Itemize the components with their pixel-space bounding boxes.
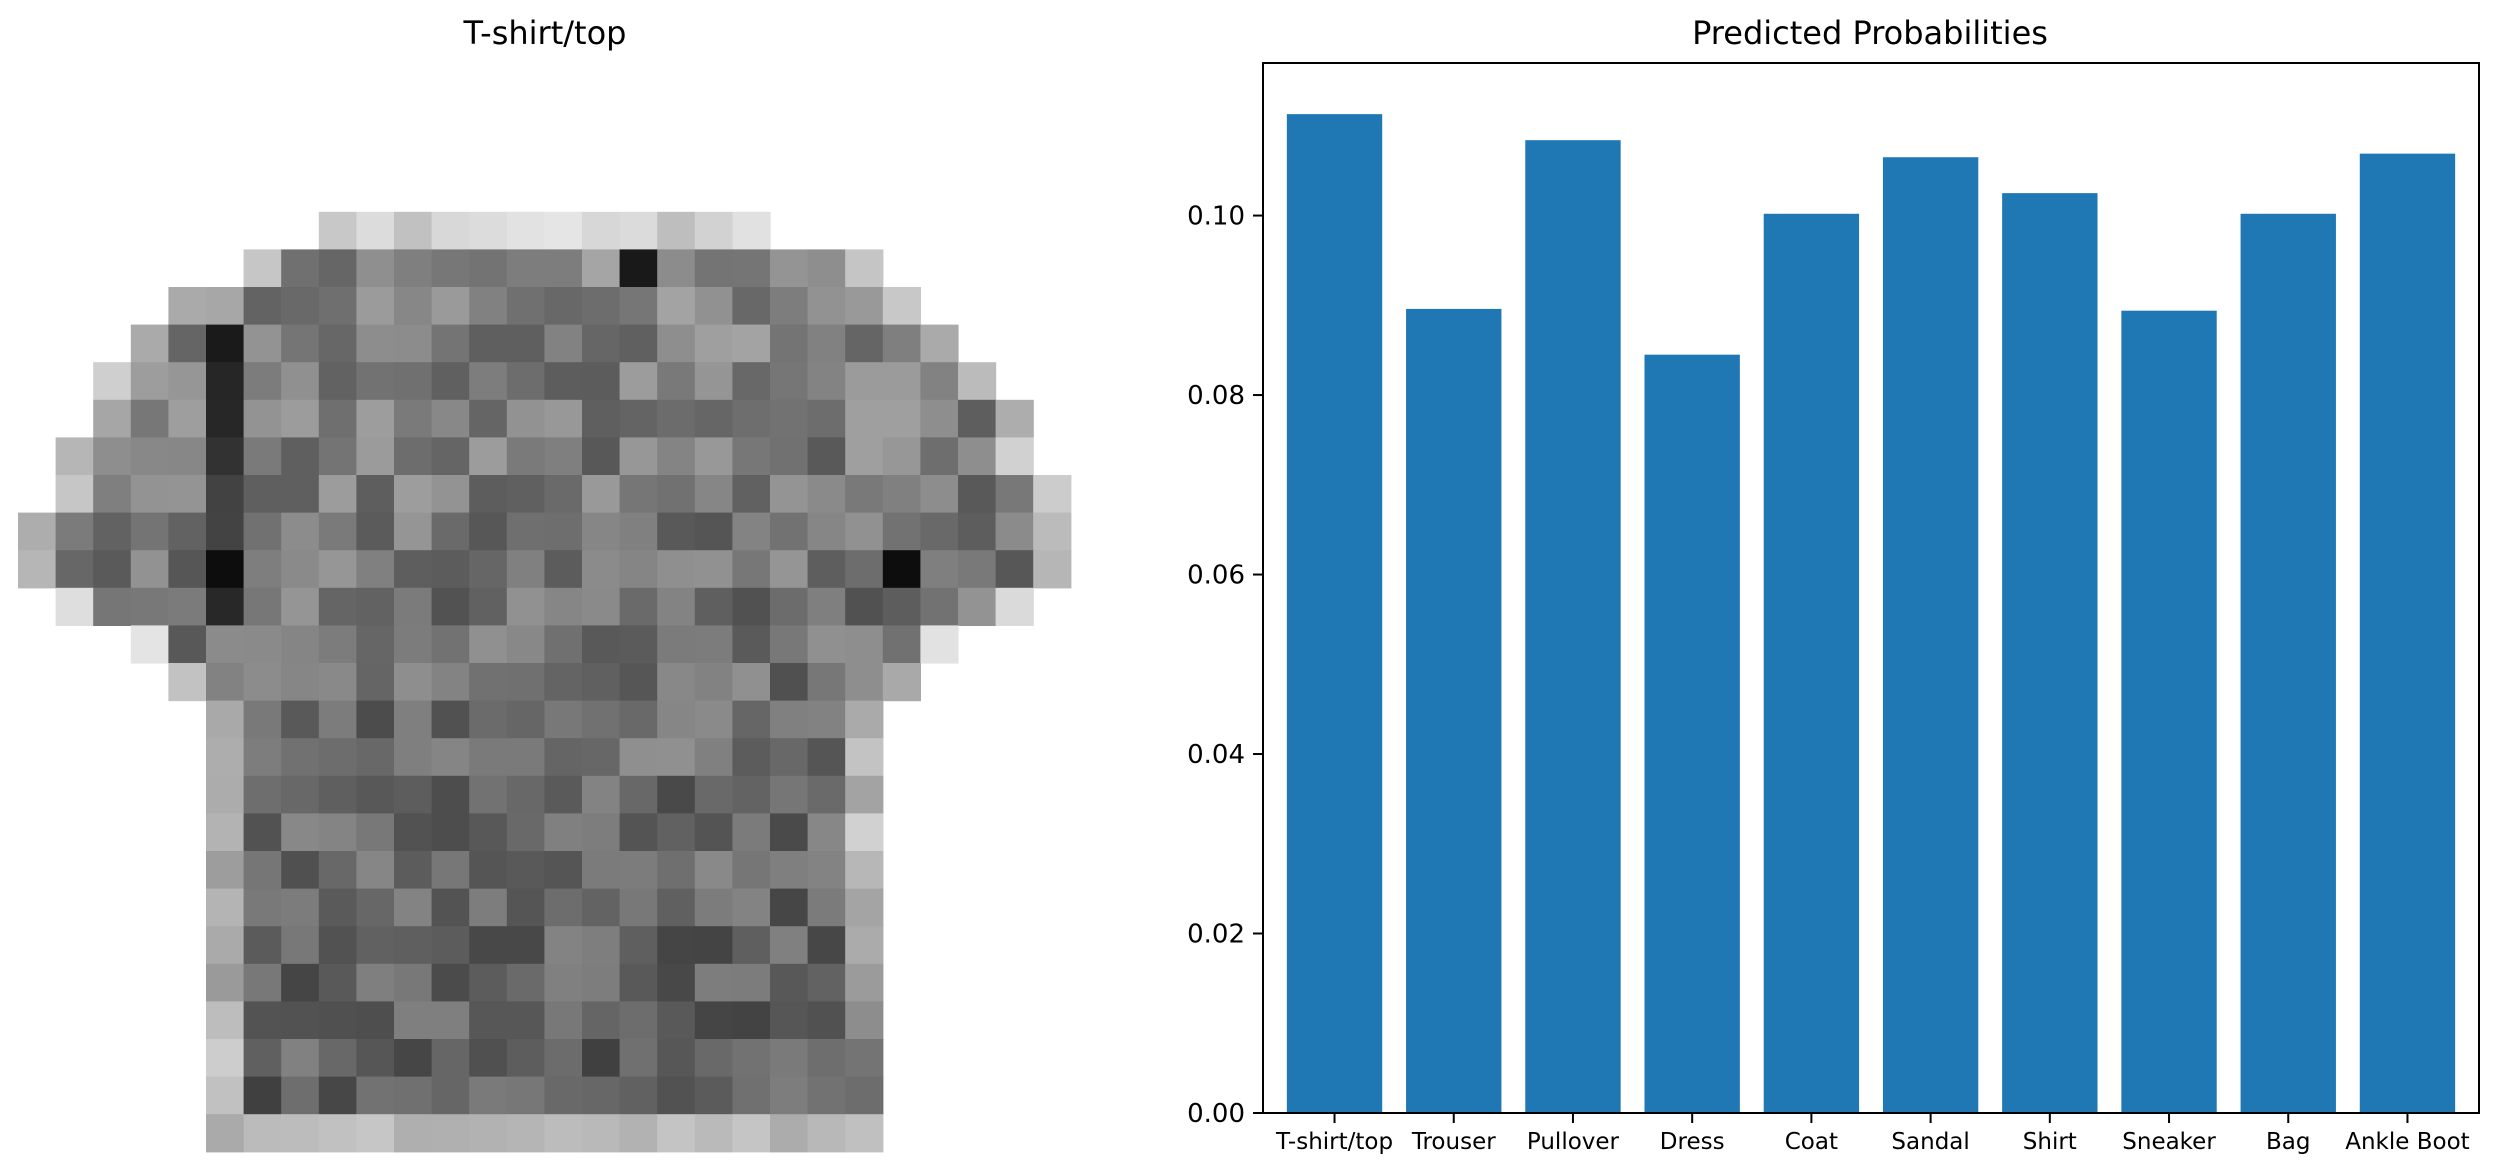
x-tick-label: Dress — [1660, 1129, 1725, 1155]
y-tick-label: 0.02 — [1187, 920, 1245, 950]
x-tick-label: Sandal — [1891, 1129, 1969, 1155]
bar-7 — [2121, 310, 2217, 1113]
bar-5 — [1882, 157, 1979, 1114]
bar-3 — [1644, 354, 1740, 1113]
x-tick-label: Sneaker — [2122, 1129, 2216, 1155]
y-tick-label: 0.06 — [1187, 561, 1245, 591]
chart-title: Predicted Probabilities — [1692, 14, 2048, 52]
bar-0 — [1286, 114, 1383, 1113]
y-tick-label: 0.10 — [1187, 202, 1245, 232]
x-axis: T-shirt/top Trouser Pullover Dress Coat Sanda… — [1275, 1113, 2470, 1155]
bars — [1286, 114, 2456, 1114]
y-tick-label: 0.04 — [1187, 740, 1245, 770]
bar-4 — [1763, 213, 1860, 1113]
bar-6 — [2002, 193, 2098, 1113]
bar-chart-panel: Predicted Probabilities 0.00 0.02 0.04 0.06… — [1187, 14, 2480, 1155]
x-tick-label: Pullover — [1527, 1129, 1620, 1155]
x-tick-label: Coat — [1785, 1129, 1838, 1155]
x-tick-label: Shirt — [2023, 1129, 2077, 1155]
x-tick-label: Bag — [2266, 1129, 2310, 1155]
image-panel-title: T-shirt/top — [463, 14, 627, 52]
x-tick-label: Trouser — [1411, 1129, 1496, 1155]
image-panel: T-shirt/top — [18, 14, 1072, 1153]
bar-1 — [1406, 308, 1502, 1113]
axes-frame — [1262, 62, 2480, 1114]
y-axis: 0.00 0.02 0.04 0.06 0.08 0.10 — [1187, 202, 1263, 1129]
y-tick-label: 0.08 — [1187, 381, 1245, 411]
x-tick-label: Ankle Boot — [2345, 1129, 2469, 1155]
bar-8 — [2240, 213, 2336, 1113]
tshirt-pixel-image — [18, 211, 1072, 1153]
x-tick-label: T-shirt/top — [1275, 1129, 1393, 1155]
bar-2 — [1525, 140, 1621, 1113]
y-tick-label: 0.00 — [1187, 1099, 1245, 1129]
bar-9 — [2359, 153, 2456, 1113]
